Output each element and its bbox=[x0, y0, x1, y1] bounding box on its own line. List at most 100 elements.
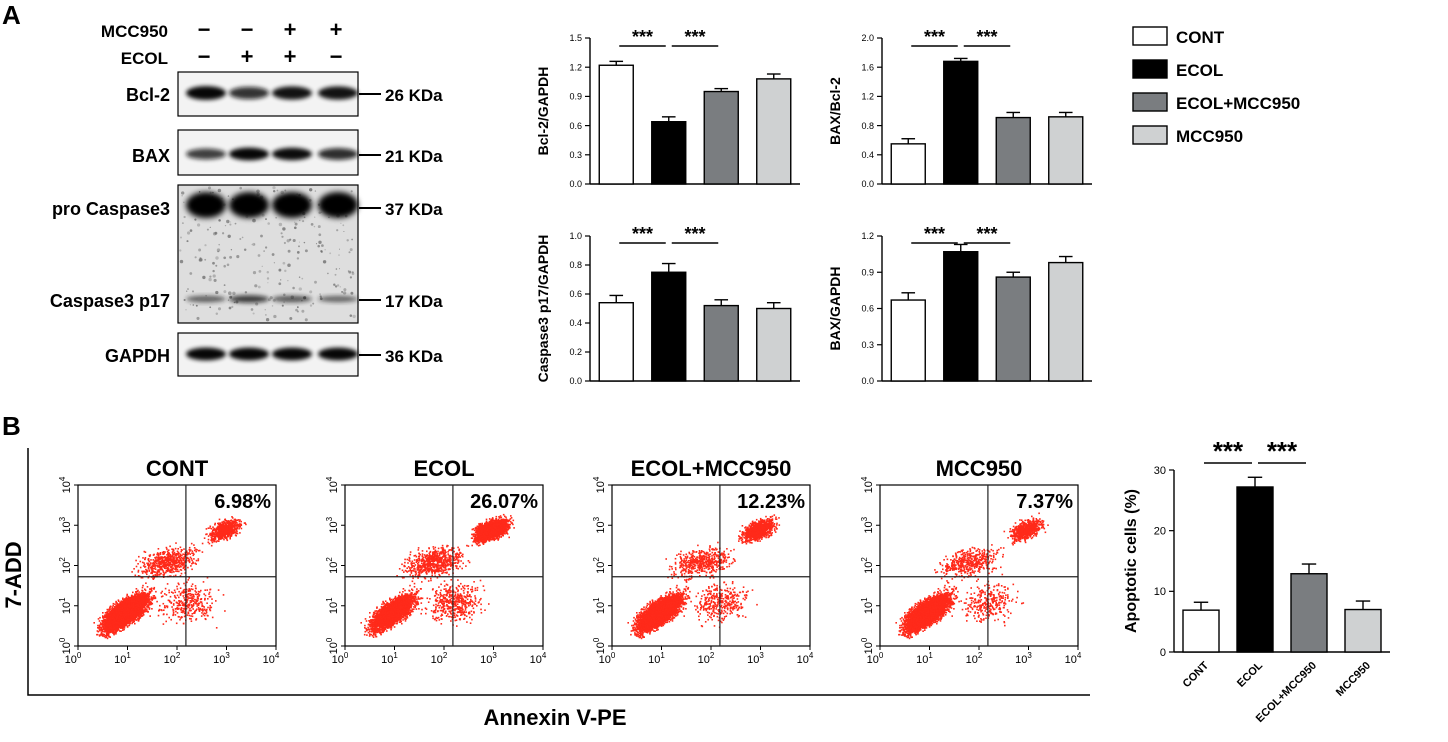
tick-exponent: 3 bbox=[592, 516, 601, 521]
blot-noise bbox=[216, 312, 218, 314]
tick-base: 10 bbox=[65, 654, 77, 666]
significance-stars: *** bbox=[976, 224, 997, 244]
blot-noise bbox=[215, 256, 218, 259]
y-tick-label: 1.5 bbox=[569, 33, 582, 43]
blot-band bbox=[272, 296, 312, 303]
tick-exponent: 1 bbox=[126, 651, 131, 660]
y-axis-label: BAX/GAPDH bbox=[827, 266, 843, 350]
blot-noise bbox=[214, 232, 217, 235]
legend-swatch bbox=[1133, 27, 1167, 45]
blot-noise bbox=[276, 190, 278, 192]
tick-base: 10 bbox=[328, 562, 340, 574]
y-tick-label: 0.3 bbox=[861, 340, 874, 350]
y-tick-label: 1.2 bbox=[861, 92, 874, 102]
blot-noise bbox=[335, 285, 337, 287]
y-tick-label: 0.6 bbox=[569, 121, 582, 131]
y-tick-label: 0.8 bbox=[861, 121, 874, 131]
tick-exponent: 0 bbox=[592, 637, 601, 642]
blot-noise bbox=[310, 304, 312, 306]
tick-base: 10 bbox=[263, 654, 275, 666]
y-axis-label: BAX/Bcl-2 bbox=[827, 77, 843, 145]
y-tick-label: 1.0 bbox=[569, 231, 582, 241]
blot-noise bbox=[340, 286, 341, 287]
y-tick-label: 102 bbox=[325, 557, 340, 574]
y-tick-label: 1.2 bbox=[569, 62, 582, 72]
bar-cont bbox=[891, 144, 925, 184]
blot-noise bbox=[267, 282, 268, 283]
tick-exponent: 4 bbox=[542, 651, 547, 660]
band-label: GAPDH bbox=[105, 346, 170, 366]
flow-plot-title: ECOL+MCC950 bbox=[631, 456, 792, 481]
blot-noise bbox=[318, 212, 321, 215]
quadrant-percent: 12.23% bbox=[737, 491, 805, 513]
blot-noise bbox=[258, 286, 261, 289]
legend-swatch bbox=[1133, 60, 1167, 78]
blot-noise bbox=[311, 223, 314, 226]
bar-ecol bbox=[652, 272, 686, 381]
blot-noise bbox=[341, 291, 343, 293]
tick-base: 10 bbox=[61, 642, 73, 654]
y-tick-label: 102 bbox=[58, 557, 73, 574]
y-tick-label: 100 bbox=[592, 637, 607, 654]
blot-noise bbox=[315, 190, 316, 191]
y-tick-label: 103 bbox=[325, 516, 340, 533]
flow-xlabel: Annexin V-PE bbox=[483, 705, 626, 730]
tick-base: 10 bbox=[863, 481, 875, 493]
tick-exponent: 1 bbox=[860, 597, 869, 602]
marker-label: 36 KDa bbox=[385, 347, 443, 366]
bar-ecol bbox=[1237, 487, 1273, 652]
blot-noise bbox=[323, 260, 326, 263]
tick-base: 10 bbox=[61, 562, 73, 574]
blot-noise bbox=[265, 309, 266, 310]
blot-noise bbox=[254, 244, 255, 245]
blot-noise bbox=[279, 223, 282, 226]
blot-noise bbox=[181, 191, 184, 194]
blot-noise bbox=[223, 290, 226, 293]
quadrant-percent: 6.98% bbox=[214, 491, 271, 513]
blot-noise bbox=[253, 271, 256, 274]
marker-label: 17 KDa bbox=[385, 292, 443, 311]
blot-noise bbox=[189, 272, 192, 275]
tick-exponent: 3 bbox=[492, 651, 497, 660]
tick-base: 10 bbox=[114, 654, 126, 666]
x-tick-label: 103 bbox=[480, 651, 497, 666]
tick-exponent: 3 bbox=[225, 651, 230, 660]
tick-exponent: 2 bbox=[860, 557, 869, 562]
blot-noise bbox=[343, 288, 346, 291]
tick-exponent: 0 bbox=[879, 651, 884, 660]
tick-exponent: 3 bbox=[860, 516, 869, 521]
bar-ecol-mcc950 bbox=[704, 92, 738, 184]
blot-noise bbox=[319, 293, 321, 295]
x-tick-label: 104 bbox=[263, 651, 280, 666]
tick-exponent: 3 bbox=[759, 651, 764, 660]
x-tick-label: 102 bbox=[698, 651, 715, 666]
blot-band bbox=[272, 148, 312, 160]
blot-noise bbox=[228, 195, 229, 196]
y-tick-label: 104 bbox=[58, 476, 73, 493]
blot-noise bbox=[318, 233, 321, 236]
blot-band bbox=[318, 296, 358, 302]
blot-noise bbox=[204, 259, 206, 261]
tick-base: 10 bbox=[381, 654, 393, 666]
blot-noise bbox=[346, 239, 348, 241]
blot-band bbox=[186, 296, 226, 303]
bar-ecol-mcc950 bbox=[704, 306, 738, 381]
blot-noise bbox=[305, 249, 308, 252]
blot-noise bbox=[180, 237, 182, 239]
y-tick-label: 0.9 bbox=[569, 92, 582, 102]
tick-exponent: 2 bbox=[978, 651, 983, 660]
significance-stars: *** bbox=[1267, 436, 1298, 466]
treatment-sign: + bbox=[241, 44, 254, 69]
y-tick-label: 101 bbox=[592, 597, 607, 614]
blot-noise bbox=[309, 290, 312, 293]
blot-noise bbox=[278, 282, 281, 285]
tick-base: 10 bbox=[530, 654, 542, 666]
tick-base: 10 bbox=[863, 642, 875, 654]
blot-noise bbox=[274, 262, 275, 263]
blot-noise bbox=[348, 270, 349, 271]
bar-mcc950 bbox=[757, 309, 791, 382]
blot-noise bbox=[252, 219, 256, 223]
